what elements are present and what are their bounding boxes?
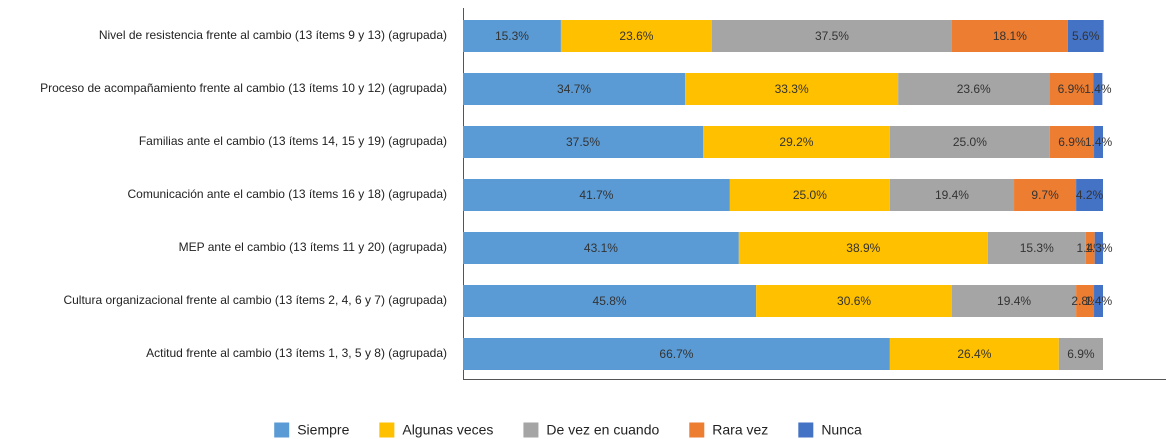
category-label: Actitud frente al cambio (13 ítems 1, 3,… (146, 346, 447, 360)
category-label: Cultura organizacional frente al cambio … (63, 293, 447, 307)
category-label: MEP ante el cambio (13 ítems 11 y 20) (a… (179, 240, 447, 254)
bar-segment (756, 285, 952, 317)
bar-segment (1076, 179, 1103, 211)
category-label: Comunicación ante el cambio (13 ítems 16… (128, 187, 448, 201)
legend-label: Siempre (297, 422, 349, 438)
bar-segment (1094, 285, 1103, 317)
bar-segment (889, 126, 1050, 158)
data-label: 18.1% (993, 29, 1027, 43)
bar-segment (463, 179, 730, 211)
bar-segment (987, 232, 1086, 264)
data-label: 23.6% (957, 82, 991, 96)
legend-swatch (523, 422, 539, 438)
data-label: 37.5% (566, 135, 600, 149)
data-label: 15.3% (495, 29, 529, 43)
bar-segment (1067, 20, 1104, 52)
data-label: 66.7% (659, 347, 693, 361)
bar-segment (1076, 285, 1095, 317)
bar-segment (1049, 73, 1094, 105)
bar-segment (1085, 232, 1095, 264)
data-label: 1.3% (1085, 241, 1113, 255)
bar-segment (951, 20, 1068, 52)
data-label: 9.7% (1031, 188, 1059, 202)
data-label: 34.7% (557, 82, 591, 96)
bar-segment (1094, 126, 1103, 158)
bar-segment (729, 179, 890, 211)
legend-label: Rara vez (712, 422, 768, 438)
data-label: 4.2% (1076, 188, 1104, 202)
data-label: 1.4% (1085, 294, 1113, 308)
data-label: 5.6% (1072, 29, 1100, 43)
bar-segment (711, 20, 952, 52)
bar-segment (463, 285, 757, 317)
bar-segment (1049, 126, 1095, 158)
data-label: 41.7% (579, 188, 613, 202)
bar-segment (463, 232, 739, 264)
bar-segment (1014, 179, 1077, 211)
bar-segment (560, 20, 712, 52)
bar-segment (1093, 73, 1103, 105)
bar-segment (463, 126, 703, 158)
bar-segment (1058, 338, 1103, 370)
data-label: 37.5% (815, 29, 849, 43)
data-label: 1.4% (1085, 135, 1113, 149)
data-label: 30.6% (837, 294, 871, 308)
data-label: 2.8% (1071, 294, 1099, 308)
category-label: Nivel de resistencia frente al cambio (1… (99, 28, 447, 42)
bar-segment (685, 73, 899, 105)
data-label: 23.6% (619, 29, 653, 43)
legend-swatch (798, 422, 814, 438)
legend-swatch (274, 422, 290, 438)
category-label: Proceso de acompañamiento frente al camb… (40, 81, 447, 95)
data-label: 38.9% (846, 241, 880, 255)
bar-segment (898, 73, 1050, 105)
data-label: 45.8% (593, 294, 627, 308)
data-label: 15.3% (1020, 241, 1054, 255)
bar-segment (951, 285, 1077, 317)
data-label: 1.4% (1084, 82, 1112, 96)
legend-label: Algunas veces (402, 422, 493, 438)
data-label: 26.4% (957, 347, 991, 361)
category-label: Familias ante el cambio (13 ítems 14, 15… (139, 134, 447, 148)
bar-segment (463, 73, 686, 105)
bar-segment (703, 126, 890, 158)
bar-segment (889, 338, 1059, 370)
data-label: 6.9% (1067, 347, 1095, 361)
bar-segment (463, 20, 561, 52)
data-label: 25.0% (953, 135, 987, 149)
legend-swatch (689, 422, 705, 438)
data-label: 29.2% (779, 135, 813, 149)
bar-segment (463, 338, 890, 370)
data-label: 6.9% (1058, 82, 1086, 96)
legend-swatch (379, 422, 395, 438)
data-label: 6.9% (1058, 135, 1086, 149)
legend-label: Nunca (821, 422, 862, 438)
legend-label: De vez en cuando (546, 422, 659, 438)
data-label: 19.4% (997, 294, 1031, 308)
data-label: 33.3% (775, 82, 809, 96)
data-label: 19.4% (935, 188, 969, 202)
bar-segment (889, 179, 1015, 211)
bar-segment (738, 232, 988, 264)
data-label: 25.0% (793, 188, 827, 202)
bar-segment (1094, 232, 1103, 264)
data-label: 43.1% (584, 241, 618, 255)
